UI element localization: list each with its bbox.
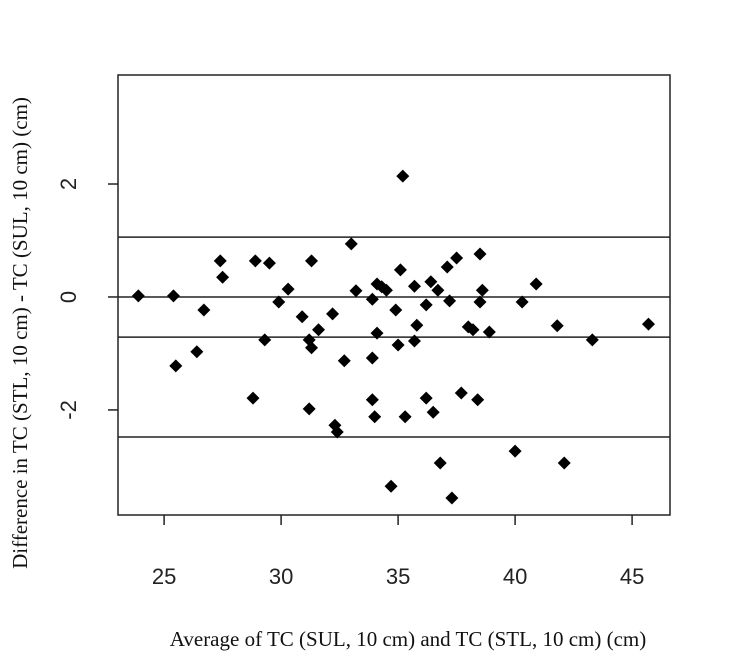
point [281,282,295,296]
point [475,283,489,297]
point [585,333,599,347]
y-axis-title: Difference in TC (STL, 10 cm) - TC (SUL,… [8,97,32,569]
point [443,294,457,308]
point [326,307,340,321]
point [246,391,260,405]
point [213,254,227,268]
point [508,444,522,458]
point [393,263,407,277]
point [248,254,262,268]
point [426,405,440,419]
point [515,295,529,309]
point [641,317,655,331]
x-tick-label: 40 [503,564,527,589]
point [190,345,204,359]
point [557,456,571,470]
point [302,402,316,416]
point [305,341,319,355]
point [384,479,398,493]
point [454,386,468,400]
point [312,323,326,337]
point [272,295,286,309]
point [391,338,405,352]
point [440,260,454,274]
point [365,393,379,407]
point [258,333,272,347]
point [262,256,276,270]
y-tick-label: -2 [56,400,81,420]
x-tick-label: 35 [386,564,410,589]
point [389,303,403,317]
point [424,275,438,289]
point [368,410,382,424]
point [450,251,464,265]
point [344,237,358,251]
point [197,303,211,317]
y-tick-label: 0 [56,291,81,303]
point [466,323,480,337]
point [433,456,447,470]
point [419,391,433,405]
plot-frame [117,74,671,516]
point [305,254,319,268]
point [330,425,344,439]
point [166,289,180,303]
x-axis-title: Average of TC (SUL, 10 cm) and TC (STL, … [170,627,646,651]
point [365,351,379,365]
point [349,284,363,298]
point [431,283,445,297]
point [398,410,412,424]
point [407,279,421,293]
point [131,289,145,303]
point [216,270,230,284]
point [445,491,459,505]
point [295,310,309,324]
y-tick-label: 2 [56,178,81,190]
point [396,169,410,183]
point [529,277,543,291]
point [471,393,485,407]
point [473,295,487,309]
point [365,292,379,306]
x-tick-label: 45 [620,564,644,589]
point [482,325,496,339]
x-tick-label: 30 [269,564,293,589]
point [379,283,393,297]
point [169,359,183,373]
point [407,334,421,348]
point [337,354,351,368]
point [370,326,384,340]
x-tick-label: 25 [152,564,176,589]
point [410,318,424,332]
point [473,247,487,261]
point [419,298,433,312]
point [550,319,564,333]
